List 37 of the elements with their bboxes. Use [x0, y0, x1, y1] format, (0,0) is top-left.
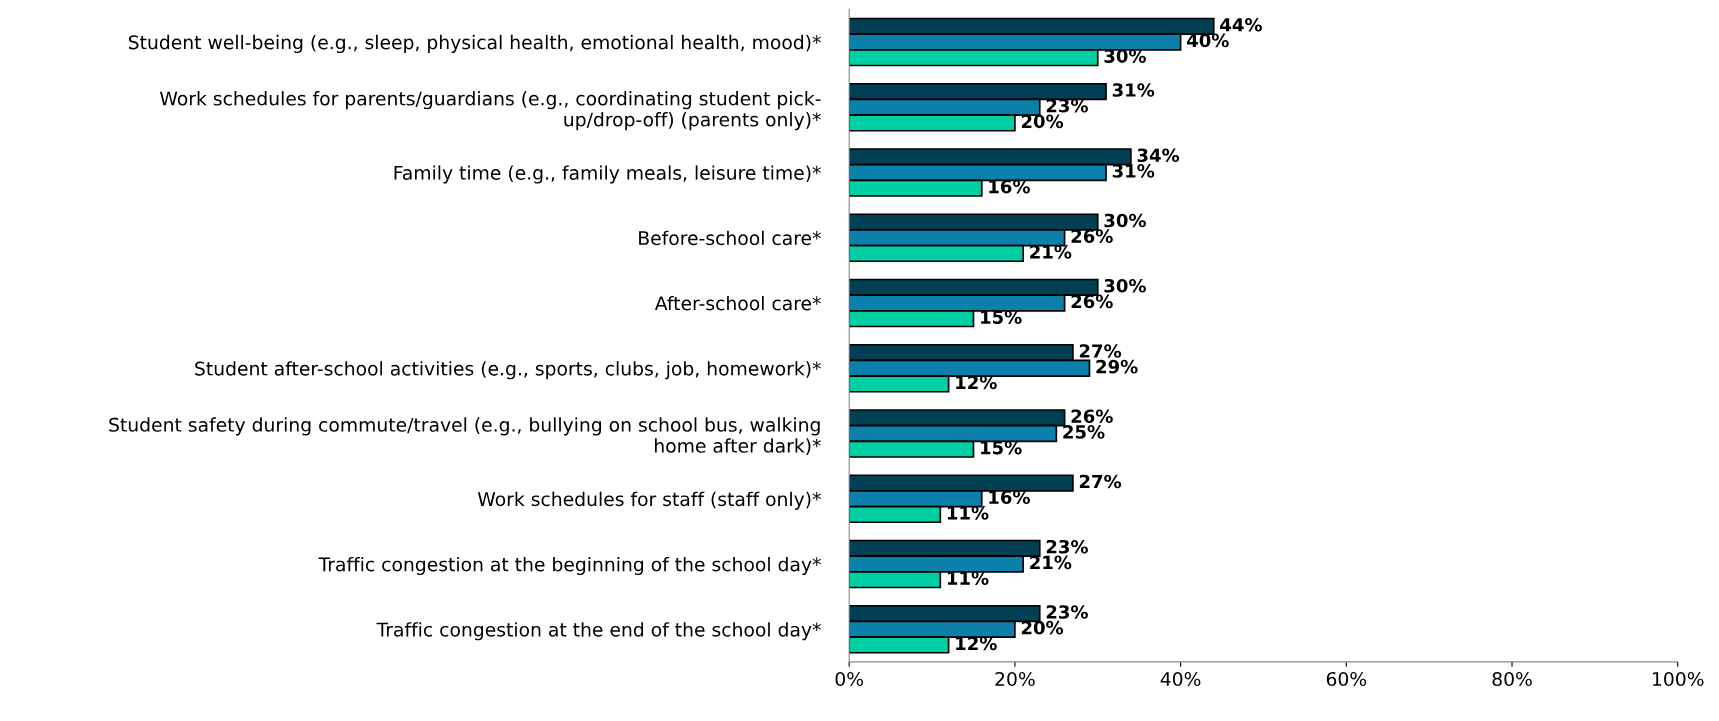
y-tick-label: Work schedules for staff (staff only)*	[477, 491, 821, 510]
data-label: 26%	[1071, 409, 1113, 424]
data-label: 30%	[1104, 49, 1146, 63]
data-label: 31%	[1112, 83, 1155, 97]
x-tick-label: 0%	[835, 671, 864, 687]
y-tick-label: Work schedules for parents/guardians (e.g., coordinating student pick- up/drop-off) (parents only)*	[160, 91, 821, 131]
data-label: 23%	[1046, 605, 1088, 619]
x-tick-label: 60%	[1326, 671, 1367, 687]
y-tick-label: Family time (e.g., family meals, leisure time)*	[394, 165, 821, 184]
y-tick-label: Traffic congestion at the beginning of the school day*	[318, 556, 821, 576]
x-tick-label: 100%	[1653, 671, 1704, 687]
y-tick-label: Student after-school activities (e.g., sports, clubs, job, homework)*	[195, 361, 821, 380]
data-label: 26%	[1071, 229, 1113, 243]
y-tick-label: Before-school care*	[639, 230, 821, 246]
data-label: 40%	[1186, 33, 1229, 48]
y-tick-label: After-school care*	[654, 295, 821, 311]
data-label: 27%	[1079, 344, 1122, 358]
x-tick-label: 40%	[1160, 671, 1201, 687]
y-tick-label: Traffic congestion at the end of the school day*	[376, 622, 821, 641]
data-label: 20%	[1021, 114, 1064, 129]
data-label: 25%	[1063, 425, 1105, 439]
data-label: 29%	[1096, 359, 1138, 374]
data-label: 16%	[989, 490, 1030, 504]
data-label: 11%	[947, 571, 989, 585]
data-label: 23%	[1046, 539, 1088, 554]
data-label: 30%	[1104, 213, 1146, 228]
data-label: 20%	[1021, 620, 1064, 635]
data-label: 44%	[1220, 17, 1262, 32]
data-label: 34%	[1137, 148, 1180, 163]
y-tick-label: Student safety during commute/travel (e.g., bullying on school bus, walking home after dark)*	[109, 417, 821, 456]
x-tick-label: 20%	[995, 671, 1035, 687]
data-label: 31%	[1112, 164, 1155, 178]
data-label: 27%	[1079, 474, 1122, 489]
y-tick-label: Student well-being (e.g., sleep, physical health, emotional health, mood)*	[128, 34, 821, 54]
x-tick-label: 80%	[1492, 671, 1532, 687]
data-label: 21%	[1030, 555, 1072, 570]
data-label: 30%	[1104, 278, 1146, 293]
